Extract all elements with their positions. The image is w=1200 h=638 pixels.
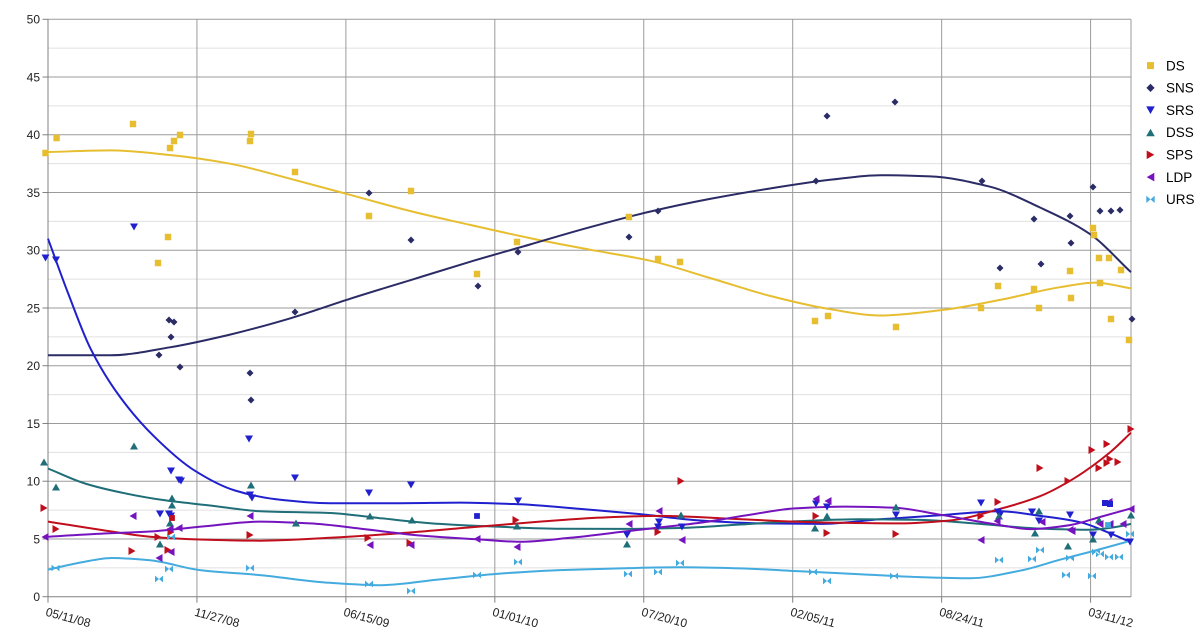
svg-text:DSS: DSS <box>1166 125 1194 140</box>
svg-text:SPS: SPS <box>1166 148 1193 163</box>
svg-text:10: 10 <box>27 475 41 489</box>
svg-text:45: 45 <box>27 70 41 84</box>
svg-text:20: 20 <box>27 359 41 373</box>
svg-text:5: 5 <box>33 532 40 546</box>
svg-text:SNS: SNS <box>1166 81 1194 96</box>
svg-text:15: 15 <box>27 417 41 431</box>
svg-text:LDP: LDP <box>1166 170 1192 185</box>
svg-text:URS: URS <box>1166 192 1195 207</box>
svg-text:0: 0 <box>33 590 40 604</box>
svg-text:30: 30 <box>27 244 41 258</box>
svg-text:50: 50 <box>27 13 41 27</box>
svg-text:25: 25 <box>27 301 41 315</box>
svg-text:DS: DS <box>1166 58 1185 73</box>
svg-text:40: 40 <box>27 128 41 142</box>
svg-text:35: 35 <box>27 186 41 200</box>
svg-text:SRS: SRS <box>1166 103 1194 118</box>
